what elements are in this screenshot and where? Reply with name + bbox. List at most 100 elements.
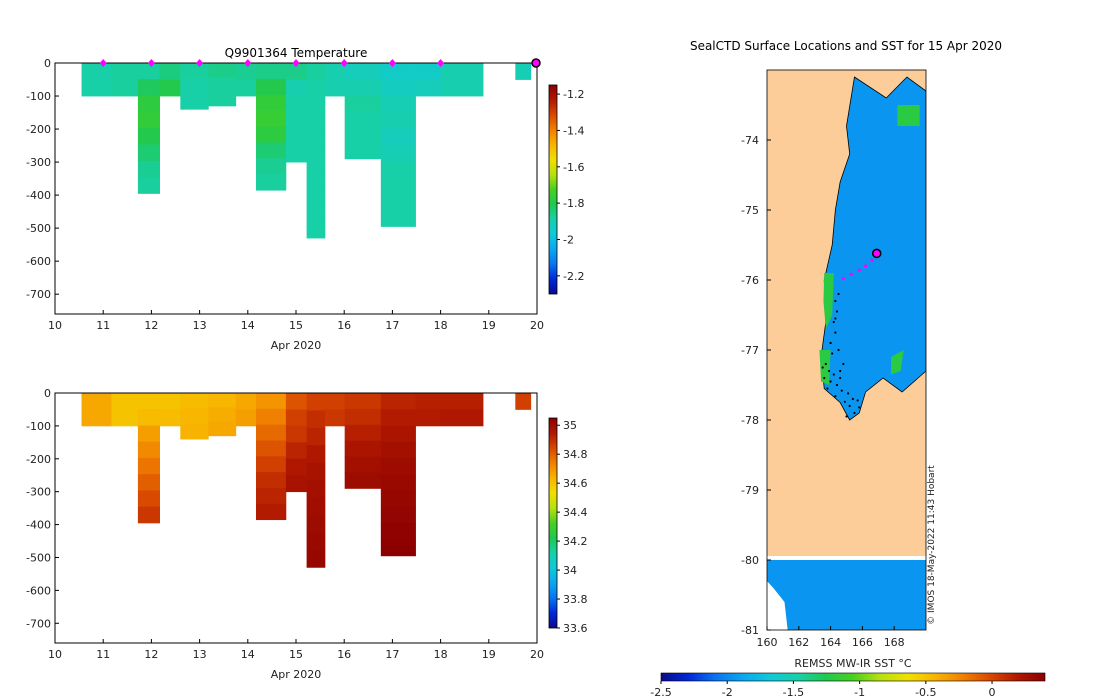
history-point xyxy=(832,373,835,376)
sst-region xyxy=(767,560,926,630)
section-cell xyxy=(208,91,237,107)
salinity-y-ticks: 0 -100 -200 -300 -400 -500 -600 -700 xyxy=(26,387,59,630)
section-cell xyxy=(380,177,416,195)
section-cell xyxy=(137,474,160,491)
section-cell xyxy=(415,393,441,410)
sst-colorbar xyxy=(660,672,1046,682)
colorbar-tick-label: 34.2 xyxy=(563,535,588,548)
current-position-marker xyxy=(871,248,882,259)
history-point xyxy=(834,299,837,303)
section-cell xyxy=(515,63,532,80)
section-cell xyxy=(380,490,416,508)
section-cell xyxy=(440,409,484,427)
section-cell xyxy=(380,523,416,540)
section-cell xyxy=(344,393,382,410)
colorbar-tick-label: 34.8 xyxy=(563,448,588,461)
section-cell xyxy=(235,409,257,427)
section-cell xyxy=(380,79,416,97)
section-cell xyxy=(137,457,160,475)
sst-region xyxy=(819,350,831,385)
history-point xyxy=(829,380,832,383)
section-cell xyxy=(137,63,160,80)
y-tick-label: -300 xyxy=(26,156,51,169)
section-cell xyxy=(235,393,257,410)
y-tick-label: -600 xyxy=(26,255,51,268)
section-cell xyxy=(380,193,416,211)
track-point xyxy=(849,272,853,276)
x-tick-label: 17 xyxy=(385,648,399,661)
section-cell xyxy=(306,150,326,169)
colorbar-tick-label: 33.8 xyxy=(563,593,588,606)
lat-tick-label: -75 xyxy=(741,204,759,217)
section-cell xyxy=(306,203,326,221)
x-tick-label: 20 xyxy=(530,319,544,332)
history-point xyxy=(827,369,831,373)
profile-marker xyxy=(437,59,445,67)
history-point xyxy=(839,376,842,380)
section-cell xyxy=(515,393,532,410)
x-tick-label: 19 xyxy=(482,648,496,661)
section-cell xyxy=(380,425,416,443)
section-cell xyxy=(255,472,287,489)
section-cell xyxy=(415,63,441,80)
section-cell xyxy=(415,409,441,427)
section-cell xyxy=(380,506,416,524)
y-tick-label: 0 xyxy=(44,387,51,400)
y-tick-label: -400 xyxy=(26,519,51,532)
lat-tick-label: -80 xyxy=(741,554,759,567)
salinity-colorbar-ticks: 35 34.8 34.6 34.4 34.2 34 33.8 33.6 xyxy=(557,419,588,635)
section-cell xyxy=(285,409,308,427)
section-cell xyxy=(380,458,416,475)
colorbar-tick-label: -1.8 xyxy=(563,197,584,210)
section-cell xyxy=(344,440,382,457)
temperature-colorbar xyxy=(548,84,558,295)
section-cell xyxy=(285,393,308,410)
section-cell xyxy=(306,63,326,81)
section-cell xyxy=(137,144,160,162)
section-cell xyxy=(306,410,326,429)
section-cell xyxy=(137,393,160,410)
section-cell xyxy=(344,472,382,489)
section-cell xyxy=(285,129,308,146)
sst-tick-label: 0 xyxy=(989,686,996,699)
section-cell xyxy=(306,497,326,516)
y-tick-label: -100 xyxy=(26,90,51,103)
section-cell xyxy=(255,503,287,521)
x-tick-label: 13 xyxy=(193,648,207,661)
colorbar-tick-label: -2 xyxy=(563,233,574,246)
history-point xyxy=(826,387,829,390)
map-panel: SealCTD Surface Locations and SST for 15… xyxy=(650,39,1046,699)
section-cell xyxy=(180,78,209,95)
section-cell xyxy=(180,408,209,425)
section-cell xyxy=(137,425,160,443)
map-title: SealCTD Surface Locations and SST for 15… xyxy=(690,39,1002,53)
x-tick-label: 15 xyxy=(289,648,303,661)
x-tick-label: 14 xyxy=(241,648,255,661)
section-cell xyxy=(180,423,209,440)
section-cell xyxy=(306,393,326,411)
section-cell xyxy=(380,210,416,227)
x-tick-label: 11 xyxy=(96,319,110,332)
section-cell xyxy=(159,63,181,80)
x-tick-label: 19 xyxy=(482,319,496,332)
section-cell xyxy=(380,393,416,410)
section-cell xyxy=(255,126,287,143)
section-cell xyxy=(81,63,112,97)
section-cell xyxy=(285,79,308,97)
colorbar-tick-label: -1.2 xyxy=(563,88,584,101)
section-cell xyxy=(255,487,287,505)
lon-tick-label: 166 xyxy=(852,636,873,649)
lon-tick-label: 162 xyxy=(788,636,809,649)
history-point xyxy=(840,389,843,392)
profile-marker xyxy=(292,59,300,67)
profile-marker xyxy=(340,59,348,67)
x-tick-label: 18 xyxy=(434,648,448,661)
section-cell xyxy=(137,128,160,145)
lat-tick-label: -78 xyxy=(741,414,759,427)
section-cell xyxy=(255,158,287,175)
section-cell xyxy=(255,142,287,159)
map-latitude-ticks: -74 -75 -76 -77 -78 -79 -80 -81 xyxy=(741,134,771,637)
colorbar-tick-label: -1.6 xyxy=(563,161,584,174)
section-cell xyxy=(208,421,237,437)
